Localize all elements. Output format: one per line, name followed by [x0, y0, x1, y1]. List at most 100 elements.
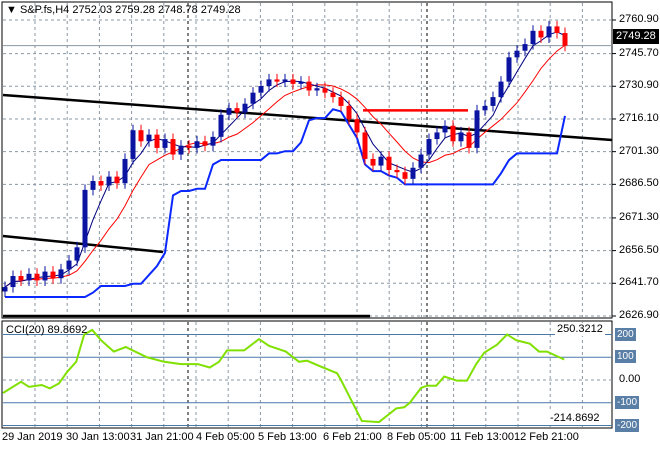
candle-body — [282, 79, 288, 82]
candle-body — [290, 79, 296, 84]
candle-body — [98, 181, 104, 186]
candle-body — [378, 156, 384, 166]
main-panel-frame — [1, 1, 613, 319]
cci-level-label: 200 — [615, 327, 636, 341]
candle-body — [162, 139, 168, 148]
candle-body — [466, 132, 472, 148]
ohlc-readout: 2752.03 2759.28 2748.78 2749.28 — [72, 4, 241, 16]
time-label: 30 Jan 13:00 — [66, 431, 130, 443]
candle-body — [10, 276, 16, 288]
time-label: 29 Jan 2019 — [2, 431, 63, 443]
price-label: 2641.70 — [619, 276, 659, 289]
price-label: 2730.90 — [619, 79, 659, 92]
candle-body — [42, 271, 48, 281]
chart-header: ▼ S&P.fs,H4 2752.03 2759.28 2748.78 2749… — [6, 4, 241, 16]
candle-body — [426, 139, 432, 155]
candle-body — [402, 172, 408, 179]
candle-body — [274, 79, 280, 82]
cci-level-label: 100 — [615, 350, 636, 364]
fast-moving-average — [4, 31, 566, 288]
candle-body — [338, 97, 344, 106]
price-label: 2745.70 — [619, 46, 659, 59]
price-label: 2686.50 — [619, 177, 659, 190]
candle-body — [354, 119, 360, 133]
candle-body — [538, 30, 544, 38]
time-label: 8 Feb 05:00 — [387, 431, 446, 443]
cci-max-label: 250.3212 — [555, 323, 605, 336]
candle-body — [234, 108, 240, 113]
time-label: 11 Feb 13:00 — [450, 431, 515, 443]
time-label: 12 Feb 21:00 — [514, 431, 579, 443]
price-label: 2701.30 — [619, 144, 659, 157]
candle-body — [394, 169, 400, 173]
symbol-label: S&P.fs,H4 — [19, 4, 70, 16]
candle-body — [450, 125, 456, 142]
candle-body — [562, 33, 568, 46]
candle-body — [330, 92, 336, 98]
candle-body — [474, 110, 480, 148]
price-label: 2760.90 — [619, 13, 659, 25]
candle-body — [258, 86, 264, 93]
cci-line — [2, 328, 565, 424]
candle-body — [90, 181, 96, 190]
candle-body — [186, 145, 192, 148]
slow-moving-average — [4, 44, 566, 288]
cci-min-label: -214.8692 — [548, 412, 602, 425]
candle-body — [498, 81, 504, 98]
candle-body — [138, 130, 144, 142]
candle-body — [202, 141, 208, 146]
candle-body — [250, 92, 256, 104]
candle-body — [434, 132, 440, 140]
candle-body — [170, 139, 176, 155]
cci-level-label: -100 — [615, 395, 640, 409]
candle-body — [322, 88, 328, 93]
candle-body — [362, 132, 368, 159]
candle-body — [306, 81, 312, 91]
candle-body — [514, 50, 520, 58]
candle-body — [546, 26, 552, 38]
price-label: 2656.50 — [619, 243, 659, 256]
candle-body — [194, 141, 200, 148]
stop-line — [5, 108, 566, 299]
candle-body — [410, 167, 416, 179]
cci-level-label: 0.00 — [619, 373, 641, 385]
candle-body — [530, 30, 536, 45]
candle-body — [458, 132, 464, 142]
cci-title: CCI(20) 89.8692 — [6, 324, 88, 336]
price-label: 2626.90 — [619, 309, 659, 321]
candle-body — [386, 156, 392, 170]
candle-body — [2, 287, 8, 292]
candle-body — [266, 79, 272, 87]
candle-body — [418, 154, 424, 168]
candle-body — [34, 273, 40, 281]
candle-body — [58, 269, 64, 279]
cci-level-label: -200 — [615, 418, 640, 432]
trendline-upper — [2, 93, 613, 142]
candle-body — [18, 276, 24, 281]
candle-body — [154, 134, 160, 148]
candle-body — [106, 176, 112, 186]
current-price-tag: 2749.28 — [613, 29, 659, 44]
candle-body — [522, 44, 528, 51]
candle-body — [146, 134, 152, 142]
candle-body — [370, 158, 376, 166]
candle-body — [26, 273, 32, 281]
candle-body — [506, 57, 512, 82]
candle-body — [298, 81, 304, 84]
dropdown-triangle-icon[interactable]: ▼ — [6, 4, 17, 16]
cci-panel-frame — [1, 320, 613, 429]
candle-body — [346, 105, 352, 120]
candle-body — [210, 136, 216, 146]
candle-body — [314, 88, 320, 91]
time-label: 5 Feb 13:00 — [258, 431, 317, 443]
candle-body — [554, 26, 560, 34]
time-label: 6 Feb 21:00 — [323, 431, 382, 443]
candle-body — [66, 260, 72, 270]
candle-body — [122, 158, 128, 184]
time-label: 31 Jan 21:00 — [130, 431, 194, 443]
candle-body — [242, 103, 248, 113]
time-label: 4 Feb 05:00 — [196, 431, 255, 443]
candle-body — [178, 145, 184, 155]
candle-body — [218, 114, 224, 137]
